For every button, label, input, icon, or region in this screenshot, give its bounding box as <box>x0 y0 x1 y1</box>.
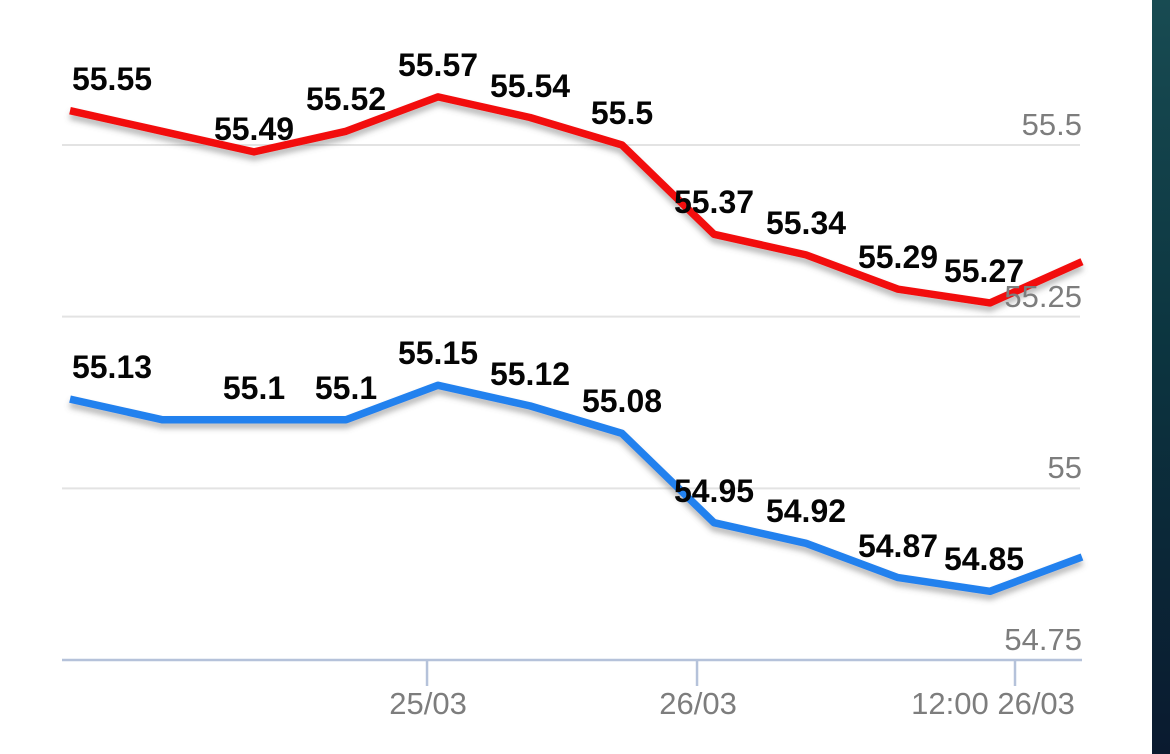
upper-rate-red-line <box>69 93 1084 307</box>
lower-rate-blue-line <box>69 381 1084 596</box>
right-edge-bar <box>1152 0 1170 754</box>
x-axis-baseline <box>62 658 1082 686</box>
chart-series-lines <box>69 93 1084 596</box>
gridlines <box>62 144 1080 490</box>
